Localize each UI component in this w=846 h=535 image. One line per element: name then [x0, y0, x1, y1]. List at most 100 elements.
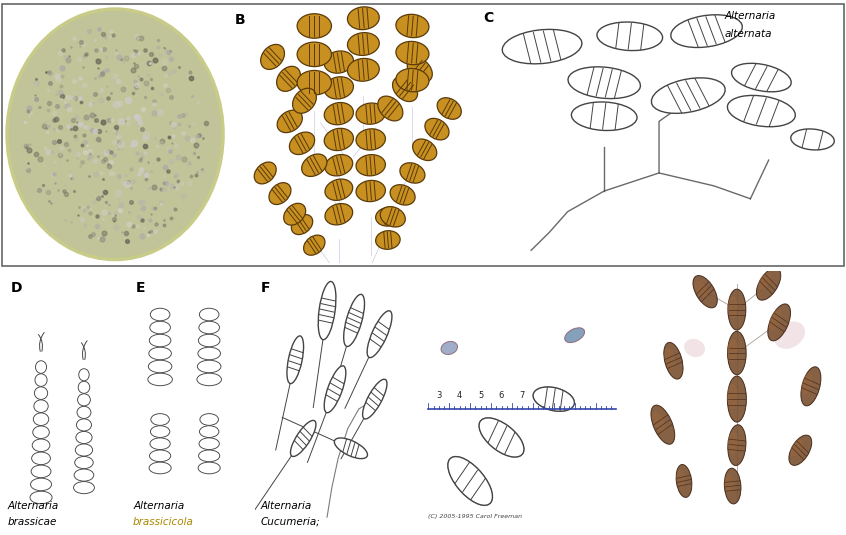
Ellipse shape	[390, 185, 415, 205]
Ellipse shape	[76, 431, 92, 444]
Ellipse shape	[348, 7, 379, 29]
Ellipse shape	[198, 334, 220, 347]
Ellipse shape	[479, 418, 524, 457]
Ellipse shape	[413, 139, 437, 160]
Ellipse shape	[728, 95, 795, 127]
Ellipse shape	[150, 321, 170, 334]
Ellipse shape	[652, 411, 665, 433]
Ellipse shape	[348, 33, 379, 56]
Ellipse shape	[33, 426, 49, 439]
Ellipse shape	[356, 180, 386, 202]
Ellipse shape	[437, 98, 461, 119]
Ellipse shape	[31, 452, 51, 464]
Ellipse shape	[724, 474, 733, 493]
Ellipse shape	[479, 418, 524, 457]
Ellipse shape	[302, 154, 327, 177]
Ellipse shape	[31, 465, 51, 478]
Ellipse shape	[503, 29, 582, 64]
Ellipse shape	[149, 347, 172, 360]
Ellipse shape	[378, 96, 403, 121]
Ellipse shape	[78, 394, 91, 406]
Ellipse shape	[732, 63, 791, 92]
Ellipse shape	[791, 129, 834, 150]
Ellipse shape	[671, 15, 742, 48]
Ellipse shape	[318, 281, 336, 340]
Ellipse shape	[151, 308, 170, 321]
Circle shape	[63, 73, 168, 196]
Ellipse shape	[77, 407, 91, 418]
Text: Alternaria: Alternaria	[261, 501, 311, 511]
Ellipse shape	[564, 328, 585, 342]
Ellipse shape	[348, 58, 379, 81]
Ellipse shape	[396, 41, 429, 65]
Ellipse shape	[36, 361, 47, 373]
Ellipse shape	[297, 14, 332, 38]
Ellipse shape	[199, 450, 220, 462]
Ellipse shape	[325, 179, 353, 201]
Ellipse shape	[200, 414, 218, 425]
Ellipse shape	[287, 336, 304, 384]
Ellipse shape	[393, 77, 418, 102]
Ellipse shape	[728, 376, 746, 422]
Ellipse shape	[651, 78, 725, 113]
Ellipse shape	[290, 421, 316, 456]
Ellipse shape	[343, 294, 365, 347]
Circle shape	[9, 11, 221, 257]
Ellipse shape	[728, 296, 738, 318]
Text: B: B	[234, 13, 245, 27]
Text: F: F	[261, 281, 270, 295]
Circle shape	[36, 42, 195, 226]
Ellipse shape	[790, 440, 803, 456]
Text: Alternaria: Alternaria	[133, 501, 184, 511]
Ellipse shape	[400, 163, 425, 183]
Ellipse shape	[788, 435, 812, 465]
Ellipse shape	[448, 456, 492, 506]
Ellipse shape	[396, 14, 429, 37]
Ellipse shape	[728, 289, 746, 330]
Text: brassicicola: brassicicola	[133, 517, 194, 527]
Ellipse shape	[727, 384, 738, 409]
Ellipse shape	[325, 203, 353, 225]
Ellipse shape	[533, 387, 574, 411]
Ellipse shape	[74, 456, 93, 469]
Ellipse shape	[693, 276, 717, 308]
Ellipse shape	[724, 468, 741, 504]
Text: A: A	[14, 26, 25, 40]
Ellipse shape	[769, 310, 782, 330]
Ellipse shape	[30, 478, 52, 491]
Ellipse shape	[676, 470, 685, 488]
Ellipse shape	[801, 367, 821, 406]
Ellipse shape	[324, 128, 354, 150]
Ellipse shape	[728, 431, 738, 454]
Ellipse shape	[758, 273, 772, 291]
Ellipse shape	[148, 373, 173, 386]
Ellipse shape	[441, 341, 458, 355]
Ellipse shape	[425, 118, 449, 140]
Circle shape	[75, 88, 155, 181]
Ellipse shape	[277, 110, 302, 133]
Ellipse shape	[356, 155, 386, 176]
Text: (C) 2005-1995 Carol Freeman: (C) 2005-1995 Carol Freeman	[428, 514, 523, 519]
Ellipse shape	[396, 68, 429, 92]
Ellipse shape	[651, 405, 675, 444]
Ellipse shape	[367, 311, 392, 357]
Ellipse shape	[376, 231, 400, 249]
Ellipse shape	[149, 462, 171, 474]
Text: alternata: alternata	[725, 28, 772, 39]
Ellipse shape	[801, 373, 812, 395]
Text: Cucumeria;: Cucumeria;	[261, 517, 320, 527]
Ellipse shape	[728, 339, 738, 362]
Text: 7: 7	[519, 391, 525, 400]
Ellipse shape	[33, 413, 49, 425]
Ellipse shape	[297, 71, 332, 95]
Ellipse shape	[198, 347, 221, 360]
Ellipse shape	[376, 208, 400, 226]
Text: C: C	[484, 11, 494, 25]
Ellipse shape	[597, 22, 662, 51]
Ellipse shape	[197, 360, 221, 373]
Ellipse shape	[149, 334, 171, 347]
Ellipse shape	[199, 321, 219, 334]
Ellipse shape	[448, 456, 492, 506]
Ellipse shape	[334, 438, 367, 458]
Ellipse shape	[297, 42, 332, 66]
